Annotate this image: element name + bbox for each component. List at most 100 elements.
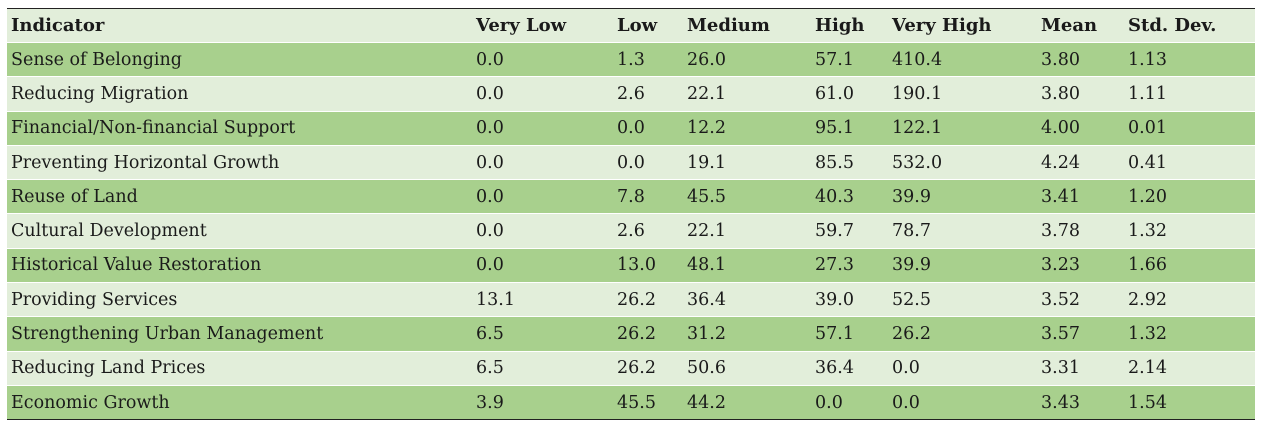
mean-cell: 3.78 — [1041, 221, 1080, 242]
table-row: Reuse of Land 0.0 7.8 45.5 40.3 39.9 3.41 1.20 — [7, 179, 1255, 214]
table-row: Financial/Non-financial Support 0.0 0.0 12.… — [7, 111, 1255, 146]
column-header-high: High — [815, 15, 865, 36]
indicator-cell: Reducing Migration — [11, 83, 189, 104]
table-row: Economic Growth 3.9 45.5 44.2 0.0 0.0 3.43 1.54 — [7, 385, 1255, 420]
mean-cell: 3.57 — [1041, 324, 1080, 345]
table-row: Sense of Belonging 0.0 1.3 26.0 57.1 410.4 3.8… — [7, 42, 1255, 77]
std-dev-cell: 1.13 — [1128, 49, 1167, 70]
very-high-cell: 26.2 — [892, 324, 931, 345]
column-header-very-high: Very High — [892, 15, 992, 36]
medium-cell: 50.6 — [687, 358, 726, 379]
std-dev-cell: 1.20 — [1128, 186, 1167, 207]
indicator-table-container: Indicator Very Low Low Medium High Very … — [7, 8, 1255, 421]
low-cell: 0.0 — [617, 118, 645, 139]
medium-cell: 22.1 — [687, 83, 726, 104]
high-cell: 95.1 — [815, 118, 854, 139]
column-header-mean: Mean — [1041, 15, 1098, 36]
very-high-cell: 78.7 — [892, 221, 931, 242]
mean-cell: 3.31 — [1041, 358, 1080, 379]
table-body: Sense of Belonging 0.0 1.3 26.0 57.1 410.4 3.8… — [7, 42, 1255, 420]
very-high-cell: 39.9 — [892, 255, 931, 276]
std-dev-cell: 1.66 — [1128, 255, 1167, 276]
high-cell: 57.1 — [815, 49, 854, 70]
very-high-cell: 0.0 — [892, 358, 920, 379]
very-high-cell: 532.0 — [892, 152, 943, 173]
low-cell: 7.8 — [617, 186, 645, 207]
very-low-cell: 0.0 — [476, 221, 504, 242]
low-cell: 2.6 — [617, 221, 645, 242]
table-row: Reducing Migration 0.0 2.6 22.1 61.0 190.1 3.8… — [7, 76, 1255, 112]
high-cell: 36.4 — [815, 358, 854, 379]
medium-cell: 22.1 — [687, 221, 726, 242]
std-dev-cell: 0.41 — [1128, 152, 1167, 173]
very-high-cell: 190.1 — [892, 83, 943, 104]
std-dev-cell: 1.32 — [1128, 324, 1167, 345]
very-low-cell: 6.5 — [476, 324, 504, 345]
low-cell: 13.0 — [617, 255, 656, 276]
indicator-cell: Cultural Development — [11, 221, 207, 242]
indicator-cell: Sense of Belonging — [11, 49, 182, 70]
mean-cell: 3.80 — [1041, 49, 1080, 70]
mean-cell: 3.80 — [1041, 83, 1080, 104]
table-row: Historical Value Restoration 0.0 13.0 48.1 2… — [7, 248, 1255, 283]
low-cell: 45.5 — [617, 392, 656, 413]
mean-cell: 4.24 — [1041, 152, 1080, 173]
medium-cell: 36.4 — [687, 289, 726, 310]
std-dev-cell: 2.92 — [1128, 289, 1167, 310]
column-header-very-low: Very Low — [476, 15, 567, 36]
indicator-cell: Reducing Land Prices — [11, 358, 206, 379]
medium-cell: 44.2 — [687, 392, 726, 413]
medium-cell: 48.1 — [687, 255, 726, 276]
high-cell: 59.7 — [815, 221, 854, 242]
very-low-cell: 0.0 — [476, 255, 504, 276]
indicator-table: Indicator Very Low Low Medium High Very … — [7, 8, 1255, 421]
medium-cell: 26.0 — [687, 49, 726, 70]
very-low-cell: 3.9 — [476, 392, 504, 413]
very-high-cell: 39.9 — [892, 186, 931, 207]
very-low-cell: 0.0 — [476, 186, 504, 207]
indicator-cell: Providing Services — [11, 289, 178, 310]
std-dev-cell: 2.14 — [1128, 358, 1167, 379]
column-header-indicator: Indicator — [11, 15, 105, 36]
very-high-cell: 52.5 — [892, 289, 931, 310]
very-low-cell: 0.0 — [476, 49, 504, 70]
indicator-cell: Reuse of Land — [11, 186, 138, 207]
mean-cell: 3.52 — [1041, 289, 1080, 310]
medium-cell: 19.1 — [687, 152, 726, 173]
very-low-cell: 13.1 — [476, 289, 515, 310]
low-cell: 2.6 — [617, 83, 645, 104]
column-header-low: Low — [617, 15, 658, 36]
low-cell: 26.2 — [617, 289, 656, 310]
medium-cell: 45.5 — [687, 186, 726, 207]
very-low-cell: 0.0 — [476, 152, 504, 173]
high-cell: 57.1 — [815, 324, 854, 345]
indicator-cell: Financial/Non-financial Support — [11, 118, 296, 139]
very-low-cell: 0.0 — [476, 118, 504, 139]
very-high-cell: 410.4 — [892, 49, 943, 70]
indicator-cell: Historical Value Restoration — [11, 255, 262, 276]
column-header-medium: Medium — [687, 15, 770, 36]
indicator-cell: Preventing Horizontal Growth — [11, 152, 280, 173]
table-row: Providing Services 13.1 26.2 36.4 39.0 52.5 3.… — [7, 282, 1255, 317]
mean-cell: 3.23 — [1041, 255, 1080, 276]
very-high-cell: 122.1 — [892, 118, 943, 139]
std-dev-cell: 1.54 — [1128, 392, 1167, 413]
column-header-std-dev: Std. Dev. — [1128, 15, 1217, 36]
low-cell: 0.0 — [617, 152, 645, 173]
std-dev-cell: 1.32 — [1128, 221, 1167, 242]
table-row: Cultural Development 0.0 2.6 22.1 59.7 78.7 3.… — [7, 213, 1255, 249]
medium-cell: 12.2 — [687, 118, 726, 139]
indicator-cell: Economic Growth — [11, 392, 170, 413]
high-cell: 61.0 — [815, 83, 854, 104]
mean-cell: 3.43 — [1041, 392, 1080, 413]
table-row: Strengthening Urban Management 6.5 26.2 31.… — [7, 316, 1255, 352]
mean-cell: 3.41 — [1041, 186, 1080, 207]
std-dev-cell: 0.01 — [1128, 118, 1167, 139]
very-high-cell: 0.0 — [892, 392, 920, 413]
very-low-cell: 6.5 — [476, 358, 504, 379]
low-cell: 26.2 — [617, 358, 656, 379]
high-cell: 27.3 — [815, 255, 854, 276]
very-low-cell: 0.0 — [476, 83, 504, 104]
low-cell: 1.3 — [617, 49, 645, 70]
medium-cell: 31.2 — [687, 324, 726, 345]
